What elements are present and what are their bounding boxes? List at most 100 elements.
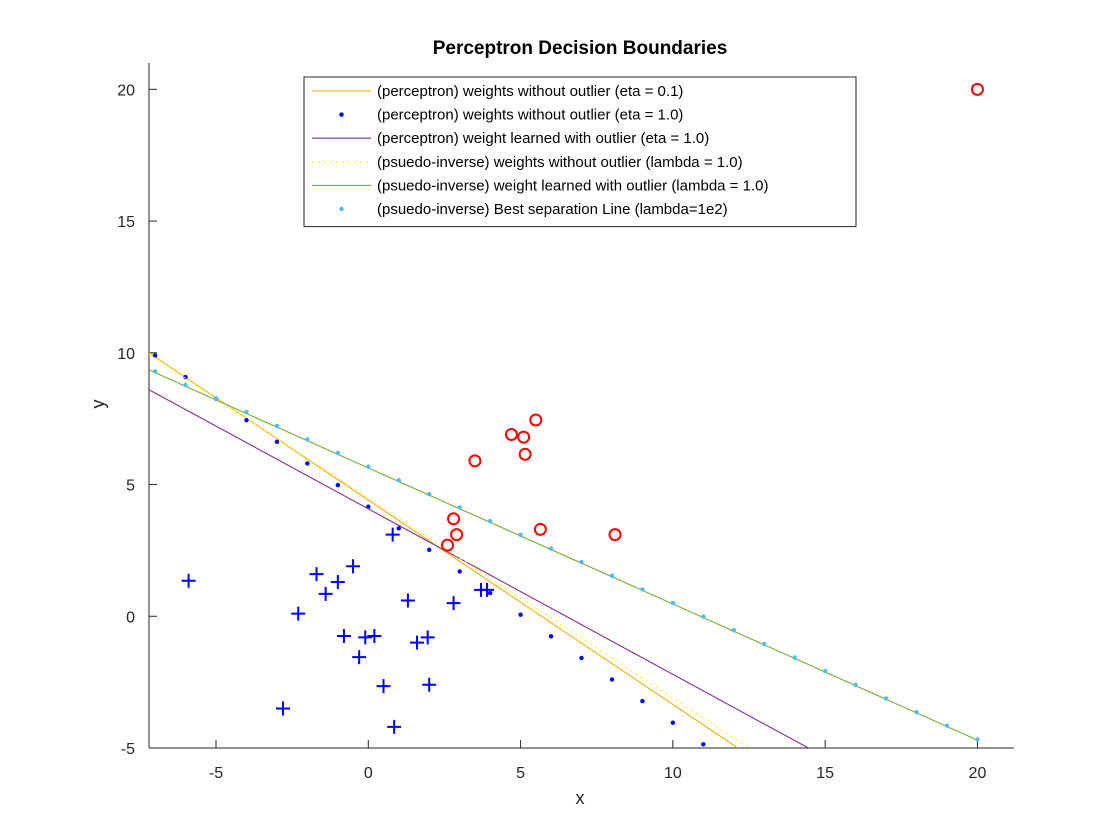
series-2-point [701,742,706,747]
series-6-point [274,423,280,428]
x-tick-label: 15 [816,765,834,782]
plus-point [352,650,367,665]
series-6-point [609,573,615,578]
circle-point [468,454,482,468]
legend-label-4: (psuedo-inverse) weights without outlier… [377,154,743,171]
plus-point [446,596,461,611]
plot-area: -5 0 5 10 15 20 -5 0 5 10 15 20 [117,63,1014,782]
series-6-point [792,655,797,660]
circle-point [970,82,984,96]
series-6-markers [152,369,980,742]
line-series-group [149,352,980,748]
series-6-point [944,723,950,728]
series-2-point [548,634,554,639]
series-6-point [914,709,919,715]
plus-point [410,635,425,650]
circle-point [518,447,532,461]
series-6-point [152,369,158,374]
circle-point [529,413,543,427]
series-5-line [149,369,978,741]
series-6-point [366,464,371,469]
plus-point [358,630,373,645]
series-2-point [244,418,249,423]
x-tick-label: 0 [364,765,373,782]
plus-point [422,677,437,692]
legend-swatch-6 [339,206,344,212]
circle-point [450,528,464,542]
y-tick-label: 10 [117,346,135,363]
series-6-point [213,396,219,401]
plus-point [367,629,382,644]
legend: (perceptron) weights without outlier (et… [303,76,857,228]
legend-label-3: (perceptron) weight learned with outlier… [377,130,709,147]
series-6-point [853,682,858,687]
series-2-point [670,720,676,725]
plus-point [346,559,361,574]
plus-point [181,573,196,588]
plus-point [330,575,345,590]
y-tick-label: 0 [126,609,135,626]
y-tick-label: 5 [126,478,135,495]
x-tick-label: 5 [516,765,525,782]
series-2-point [152,353,158,358]
plus-points-group [181,527,495,734]
series-2-point [518,612,523,617]
legend-swatch-2 [339,112,344,117]
series-2-point [609,677,615,682]
series-2-point [274,439,280,445]
series-6-point [244,409,249,415]
y-tick-label: 20 [117,82,135,99]
series-2-point [305,461,310,466]
series-2-point [457,569,462,574]
y-axis-label: y [88,400,108,409]
series-2-point [427,547,432,553]
circle-point [504,427,518,441]
plus-point [385,527,400,542]
x-tick-label: 10 [664,765,682,782]
series-6-point [305,437,310,442]
plus-point [309,567,324,582]
series-2-point [396,526,401,531]
series-6-point [640,587,645,592]
series-6-point [335,450,341,456]
series-6-point [822,668,828,674]
circle-points-group [440,82,984,552]
series-6-point [396,478,401,483]
series-6-point [487,518,493,524]
series-3-line [149,389,809,748]
series-2-markers [152,353,706,747]
series-6-point [883,696,889,701]
series-6-point [518,532,523,538]
x-tick-label: 20 [969,765,987,782]
circle-point [608,528,622,542]
y-tick-label: -5 [121,741,135,758]
plus-point [400,593,415,608]
plus-point [480,582,495,597]
x-axis-label: x [576,788,585,808]
series-6-point [975,737,980,742]
legend-label-6: (psuedo-inverse) Best separation Line (l… [377,201,728,218]
series-6-point [183,382,188,388]
y-tick-label: 15 [117,214,135,231]
chart-title: Perceptron Decision Boundaries [433,38,728,59]
plus-point [318,586,333,601]
series-6-point [701,614,706,619]
legend-label-2: (perceptron) weights without outlier (et… [377,107,683,124]
series-6-point [548,546,554,551]
series-2-point [487,590,493,596]
plus-point [276,701,291,716]
series-6-point [731,628,736,633]
circle-point [517,430,531,444]
series-6-point [670,600,676,606]
circle-point [533,522,547,536]
plus-point [291,606,306,621]
plus-point [420,630,435,645]
legend-box [303,76,857,228]
series-2-point [640,698,645,704]
x-tick-label: -5 [209,765,223,782]
series-2-point [335,482,341,488]
plus-point [376,679,391,694]
series-2-point [579,655,584,661]
circle-point [447,512,461,526]
